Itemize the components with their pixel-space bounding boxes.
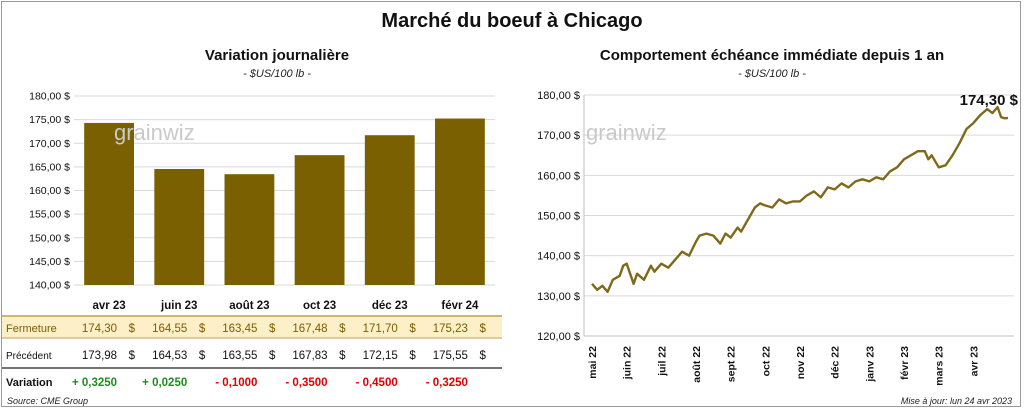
bar-1	[154, 169, 205, 285]
table-cell-unit: $	[129, 350, 136, 362]
bar-chart-watermark: grainwiz	[114, 120, 195, 145]
table-cell-unit: $	[409, 350, 416, 362]
footer-updated: Mise à jour: lun 24 avr 2023	[900, 396, 1012, 406]
table-cell: + 0,0250	[142, 377, 187, 389]
table-cell: 163,45	[222, 323, 257, 335]
line-x-tick-label: juin 22	[622, 346, 634, 380]
table-cell: 164,55	[152, 323, 187, 335]
line-x-tick-label: juil 22	[656, 346, 668, 377]
line-x-tick-label: avr 23	[968, 346, 980, 377]
bar-chart-unit: - $US/100 lb -	[243, 68, 311, 80]
line-y-tick-label: 150,00 $	[537, 211, 580, 223]
footer-source: Source: CME Group	[7, 396, 89, 406]
line-x-tick-label: nov 22	[795, 346, 807, 379]
bar-y-tick-label: 180,00 $	[29, 91, 70, 103]
bar-y-tick-label: 160,00 $	[29, 185, 70, 197]
bar-y-tick-label: 175,00 $	[29, 114, 70, 126]
table-cell: 173,98	[82, 350, 117, 362]
bar-x-tick-label: avr 23	[92, 300, 125, 312]
table-cell: 163,55	[222, 350, 257, 362]
line-y-tick-label: 170,00 $	[537, 130, 580, 142]
line-y-tick-label: 140,00 $	[537, 251, 580, 263]
table-cell: + 0,3250	[72, 377, 117, 389]
table-cell: 171,70	[363, 323, 398, 335]
table-cell-unit: $	[339, 350, 346, 362]
line-x-tick-label: mars 23	[934, 346, 946, 386]
table-row-label: Fermeture	[6, 323, 57, 335]
table-row-label: Précédent	[6, 351, 52, 362]
table-cell-unit: $	[269, 350, 276, 362]
line-x-tick-label: août 22	[691, 346, 703, 383]
bar-5	[435, 118, 485, 285]
table-cell: - 0,3500	[285, 377, 327, 389]
bar-x-tick-label: juin 23	[160, 300, 197, 312]
bar-y-tick-label: 165,00 $	[29, 161, 70, 173]
table-cell: 174,30	[82, 323, 117, 335]
table-cell-unit: $	[269, 323, 276, 335]
line-y-tick-label: 130,00 $	[537, 291, 580, 303]
line-y-tick-label: 180,00 $	[537, 90, 580, 102]
line-x-tick-label: sept 22	[726, 346, 738, 382]
line-chart-unit: - $US/100 lb -	[738, 68, 806, 80]
table-cell-unit: $	[129, 323, 136, 335]
table-cell: 167,83	[292, 350, 327, 362]
bar-y-tick-label: 150,00 $	[29, 232, 70, 244]
table-cell: - 0,4500	[356, 377, 398, 389]
line-x-tick-label: oct 22	[760, 346, 772, 377]
table-cell: - 0,1000	[215, 377, 257, 389]
table-cell: - 0,3250	[426, 377, 468, 389]
table-cell: 172,15	[363, 350, 398, 362]
line-x-tick-label: déc 22	[830, 346, 842, 379]
line-x-tick-label: janv 23	[864, 346, 876, 383]
table-cell-unit: $	[199, 323, 206, 335]
table-cell-unit: $	[409, 323, 416, 335]
bar-y-tick-label: 155,00 $	[29, 209, 70, 221]
page-title: Marché du boeuf à Chicago	[381, 10, 643, 32]
bar-x-tick-label: août 23	[229, 300, 269, 312]
bar-chart: 140,00 $ 145,00 $ 150,00 $ 155,00 $ 160,00 $…	[2, 91, 502, 389]
bar-2	[224, 174, 275, 285]
bar-x-tick-label: déc 23	[372, 300, 408, 312]
line-y-tick-label: 160,00 $	[537, 170, 580, 182]
line-series	[591, 105, 1009, 293]
table-cell-unit: $	[480, 323, 487, 335]
bar-4	[364, 135, 415, 285]
table-cell: 175,23	[433, 323, 468, 335]
table-cell-unit: $	[199, 350, 206, 362]
table-cell: 167,48	[292, 323, 327, 335]
bar-x-tick-label: oct 23	[303, 300, 336, 312]
line-chart-watermark: grainwiz	[586, 120, 667, 145]
line-x-tick-label: mai 22	[587, 346, 599, 379]
table-cell: 164,53	[152, 350, 187, 362]
line-y-tick-label: 120,00 $	[537, 331, 580, 343]
fermeture-row-bg	[2, 316, 502, 338]
table-cell-unit: $	[339, 323, 346, 335]
bar-3	[294, 155, 345, 285]
line-x-tick-label: févr 23	[899, 346, 911, 380]
bar-chart-title: Variation journalière	[204, 47, 350, 64]
bar-x-tick-label: févr 24	[441, 300, 479, 312]
line-chart: 120,00 $ 130,00 $ 140,00 $ 150,00 $ 160,00 $…	[537, 90, 1019, 386]
bar-y-tick-label: 140,00 $	[29, 280, 70, 292]
table-cell-unit: $	[480, 350, 487, 362]
bar-y-tick-label: 170,00 $	[29, 138, 70, 150]
last-value-label: 174,30 $	[960, 92, 1019, 109]
bar-y-tick-label: 145,00 $	[29, 256, 70, 268]
table-cell: 175,55	[433, 350, 468, 362]
table-row-label: Variation	[6, 377, 53, 389]
bar-0	[84, 122, 134, 286]
line-chart-title: Comportement échéance immédiate depuis 1…	[599, 47, 945, 64]
